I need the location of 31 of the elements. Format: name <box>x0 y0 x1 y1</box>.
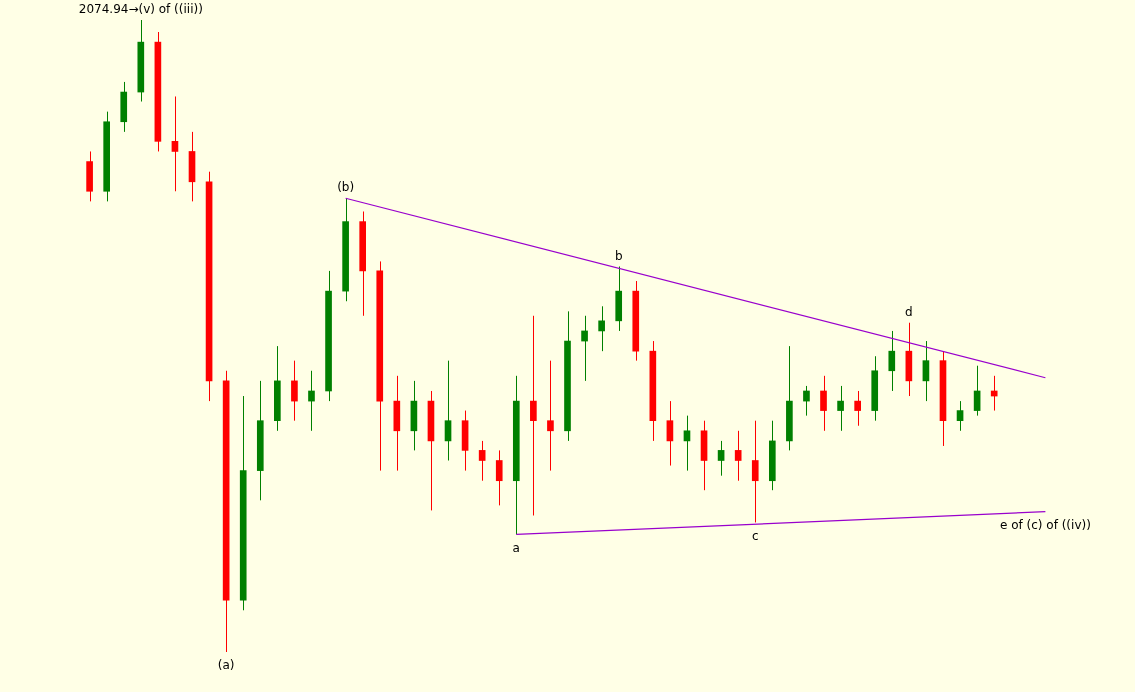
candlestick <box>990 375 998 412</box>
candlestick <box>444 360 452 461</box>
candlestick <box>683 415 691 472</box>
candlestick <box>734 430 742 482</box>
annotation: (b) <box>337 180 355 195</box>
candlestick <box>751 420 759 523</box>
candlestick <box>717 440 725 477</box>
annotation: d <box>905 304 913 319</box>
candlestick <box>171 95 179 192</box>
annotation: 2074.94→(v) of ((iii)) <box>78 2 203 17</box>
annotation: b <box>614 248 623 263</box>
candlestick <box>291 360 298 422</box>
candlestick <box>478 440 486 482</box>
candlestick <box>956 400 964 432</box>
candlestick <box>820 375 827 432</box>
candlestick <box>308 370 315 432</box>
candlestick <box>547 360 554 472</box>
candlestick <box>598 305 605 352</box>
annotation: c <box>751 528 759 543</box>
candlestick <box>581 315 588 382</box>
candlestick <box>495 449 503 506</box>
candlestick <box>837 385 844 432</box>
annotation: a <box>512 540 520 555</box>
candlestick <box>888 330 896 392</box>
candlestick <box>854 390 861 427</box>
candlestick <box>922 340 930 402</box>
annotation: e of (c) of ((iv)) <box>999 517 1091 532</box>
candlestick <box>803 385 810 417</box>
annotation: (a) <box>217 658 235 673</box>
candlestick <box>530 315 537 516</box>
candlestick <box>666 400 674 467</box>
